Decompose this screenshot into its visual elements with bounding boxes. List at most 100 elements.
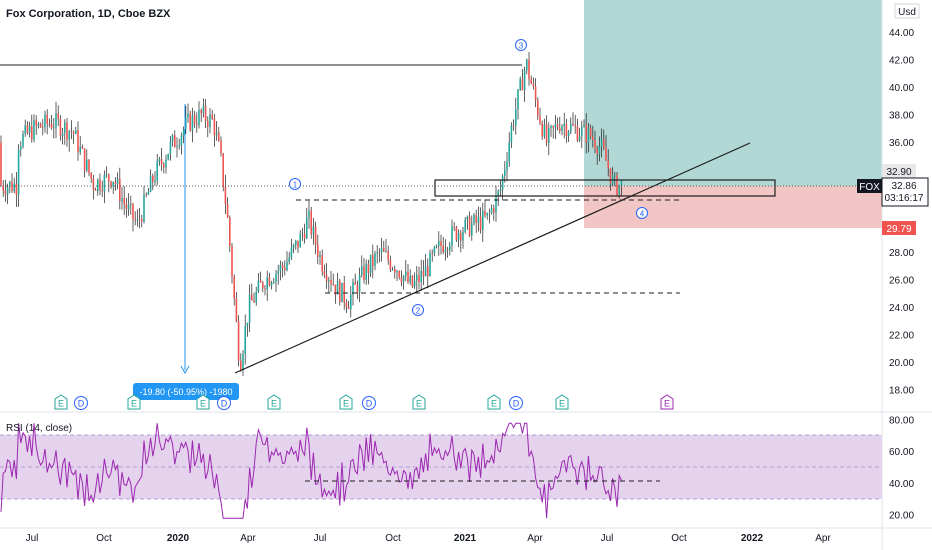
svg-text:4: 4 bbox=[640, 210, 645, 219]
rsi-axis[interactable]: 80.00 60.00 40.00 20.00 bbox=[889, 416, 914, 522]
candle-body bbox=[213, 118, 216, 136]
earnings-marker[interactable]: E bbox=[196, 394, 210, 410]
candle-body bbox=[407, 271, 409, 283]
candle-body bbox=[39, 123, 42, 128]
candle-body bbox=[306, 217, 308, 239]
candle-body bbox=[185, 117, 187, 130]
stop-zone[interactable] bbox=[584, 186, 882, 228]
candle-body bbox=[369, 254, 372, 273]
rsi-tick: 80.00 bbox=[889, 416, 914, 427]
candle-body bbox=[154, 180, 156, 182]
candle-body bbox=[387, 251, 389, 261]
candle-body bbox=[317, 244, 319, 258]
candle-body bbox=[328, 279, 330, 282]
candle-body bbox=[268, 277, 271, 286]
price-tick: 36.00 bbox=[889, 138, 914, 149]
time-tick: 2021 bbox=[454, 533, 477, 544]
wave-label-1[interactable]: 1 bbox=[289, 178, 301, 190]
candle-body bbox=[180, 135, 183, 146]
time-tick: Apr bbox=[527, 533, 543, 544]
rising-trendline[interactable] bbox=[234, 142, 751, 374]
currency-box[interactable] bbox=[894, 3, 920, 19]
earnings-marker[interactable]: E bbox=[54, 394, 68, 410]
candle-body bbox=[396, 271, 398, 273]
earnings-marker[interactable]: E bbox=[412, 394, 426, 410]
breakout-zone-box[interactable] bbox=[434, 179, 776, 197]
candle-body bbox=[482, 210, 484, 231]
earnings-marker[interactable]: E bbox=[555, 394, 569, 410]
time-tick: Apr bbox=[815, 533, 831, 544]
candle-body bbox=[77, 130, 79, 153]
candle-body bbox=[160, 159, 163, 165]
candle-body bbox=[594, 139, 596, 149]
candle-body bbox=[171, 135, 174, 142]
candle-body bbox=[83, 148, 86, 171]
candle-body bbox=[510, 125, 513, 143]
wave-label-4[interactable]: 4 bbox=[636, 207, 648, 219]
candle-body bbox=[528, 59, 530, 79]
candle-body bbox=[490, 208, 493, 213]
candle-body bbox=[378, 251, 381, 253]
candle-body bbox=[358, 274, 361, 293]
candle-body bbox=[68, 131, 70, 140]
price-tick: 24.00 bbox=[889, 303, 914, 314]
target-badge-bg bbox=[882, 164, 916, 178]
svg-text:1: 1 bbox=[293, 181, 298, 190]
candle-body bbox=[116, 178, 119, 185]
svg-text:2: 2 bbox=[416, 307, 421, 316]
candle-body bbox=[2, 185, 4, 191]
price-tick: 40.00 bbox=[889, 83, 914, 94]
dividend-marker[interactable]: D bbox=[217, 396, 231, 410]
candle-body bbox=[438, 241, 440, 246]
dividend-marker[interactable]: D bbox=[509, 396, 523, 410]
earnings-marker[interactable]: E bbox=[127, 394, 141, 410]
stop-badge-bg bbox=[882, 221, 916, 235]
candle-body bbox=[383, 248, 385, 252]
candle-body bbox=[603, 139, 605, 148]
candle-body bbox=[486, 212, 488, 216]
target-zone[interactable] bbox=[584, 0, 882, 186]
time-tick: Jul bbox=[314, 533, 327, 544]
candle-body bbox=[332, 284, 334, 285]
svg-text:D: D bbox=[513, 399, 520, 409]
last-price-badge-bg bbox=[881, 177, 929, 207]
candle-body bbox=[103, 174, 106, 192]
candle-body bbox=[563, 123, 565, 127]
candle-body bbox=[477, 216, 480, 223]
earnings-marker[interactable]: E bbox=[487, 394, 501, 410]
candle-body bbox=[312, 226, 315, 235]
candle-body bbox=[620, 180, 623, 185]
earnings-marker[interactable]: E bbox=[660, 394, 674, 410]
earnings-marker[interactable]: E bbox=[267, 394, 281, 410]
candle-body bbox=[156, 161, 158, 181]
wave-label-3[interactable]: 3 bbox=[515, 39, 527, 51]
candle-body bbox=[28, 126, 31, 133]
candle-body bbox=[609, 168, 612, 184]
dividend-marker[interactable]: D bbox=[362, 396, 376, 410]
candle-body bbox=[55, 113, 57, 128]
candle-body bbox=[543, 124, 546, 137]
candle-body bbox=[20, 146, 22, 150]
dividend-marker[interactable]: D bbox=[74, 396, 88, 410]
candle-body bbox=[440, 241, 442, 246]
candle-body bbox=[101, 190, 103, 192]
time-axis[interactable]: Jul Oct 2020 Apr Jul Oct 2021 Apr Jul Oct 2022 Apr bbox=[26, 533, 832, 544]
svg-text:E: E bbox=[271, 399, 277, 409]
candle-body bbox=[473, 214, 475, 224]
candle-body bbox=[273, 281, 275, 283]
earnings-marker[interactable]: E bbox=[339, 394, 353, 410]
rsi-tick: 40.00 bbox=[889, 479, 914, 490]
candle-body bbox=[94, 189, 97, 191]
candle-body bbox=[193, 115, 196, 124]
candle-body bbox=[519, 78, 521, 90]
price-axis[interactable]: 44.00 42.00 40.00 38.00 36.00 28.00 26.00 24.00… bbox=[889, 28, 914, 397]
candle-body bbox=[130, 203, 132, 205]
candle-body bbox=[567, 131, 570, 137]
candle-body bbox=[541, 123, 543, 137]
wave-label-2[interactable]: 2 bbox=[412, 304, 424, 316]
measure-label-bg bbox=[133, 383, 239, 400]
candle-body bbox=[215, 132, 218, 136]
measure-label: -19.80 (-50.95%) -1980 bbox=[139, 387, 232, 397]
svg-text:E: E bbox=[416, 399, 422, 409]
